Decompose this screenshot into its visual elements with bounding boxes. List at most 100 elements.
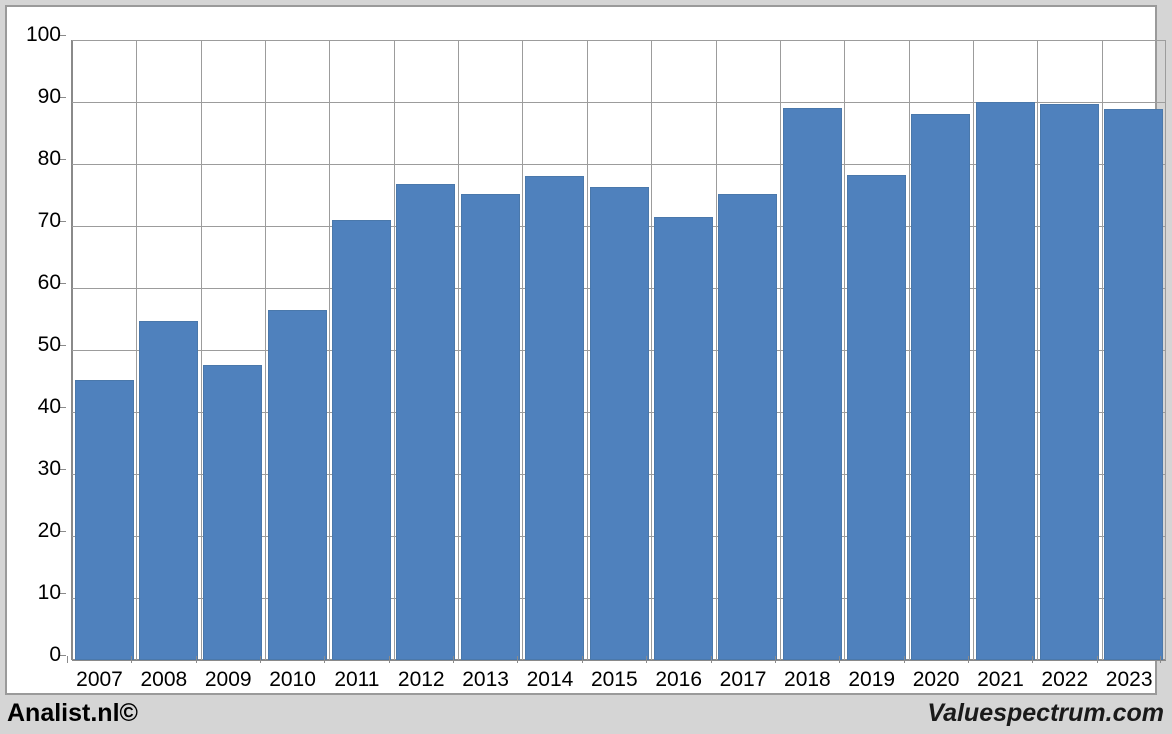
footer-bar: Analist.nl© Valuespectrum.com — [0, 697, 1172, 734]
x-tick-mark — [324, 656, 325, 663]
x-tick-mark — [389, 656, 390, 663]
bar-2018 — [783, 108, 842, 660]
bar-2023 — [1104, 109, 1163, 660]
x-tick-label: 2022 — [1041, 668, 1089, 691]
x-tick-label: 2016 — [655, 668, 703, 691]
bar-2015 — [590, 187, 649, 660]
y-tick-label: 20 — [37, 519, 61, 542]
y-tick-mark — [59, 345, 66, 346]
bar-2008 — [139, 321, 198, 660]
x-tick-mark — [1032, 656, 1033, 663]
v-gridline — [844, 40, 845, 660]
bar-2021 — [976, 102, 1035, 660]
y-tick-mark — [59, 593, 66, 594]
y-tick-mark — [59, 655, 66, 656]
x-tick-mark — [260, 656, 261, 663]
y-tick-mark — [59, 159, 66, 160]
x-tick-mark — [453, 656, 454, 663]
brand-analist-label: Analist.nl© — [7, 699, 138, 727]
y-tick-mark — [59, 531, 66, 532]
v-gridline — [394, 40, 395, 660]
x-tick-label: 2011 — [334, 668, 380, 691]
plot-area — [71, 40, 1166, 661]
y-tick-label: 40 — [37, 395, 61, 418]
brand-valuespectrum-label: Valuespectrum.com — [927, 699, 1164, 727]
bar-2014 — [525, 176, 584, 660]
x-tick-label: 2019 — [848, 668, 896, 691]
y-tick-mark — [59, 35, 66, 36]
y-tick-mark — [59, 469, 66, 470]
x-tick-mark — [1097, 656, 1098, 663]
v-gridline — [201, 40, 202, 660]
x-tick-label: 2009 — [204, 668, 252, 691]
x-tick-label: 2021 — [977, 668, 1024, 691]
bar-2020 — [911, 114, 970, 660]
bar-2009 — [203, 365, 262, 660]
v-gridline — [780, 40, 781, 660]
x-tick-label: 2007 — [76, 668, 123, 691]
x-tick-mark — [67, 656, 68, 663]
x-tick-mark — [711, 656, 712, 663]
y-tick-label: 100 — [25, 23, 61, 46]
x-tick-mark — [517, 656, 518, 663]
x-tick-mark — [968, 656, 969, 663]
x-tick-label: 2023 — [1105, 668, 1153, 691]
y-tick-mark — [59, 283, 66, 284]
y-tick-label: 30 — [37, 457, 61, 480]
x-tick-label: 2008 — [140, 668, 188, 691]
v-gridline — [973, 40, 974, 660]
v-gridline — [587, 40, 588, 660]
x-tick-label: 2014 — [526, 668, 574, 691]
x-tick-mark — [582, 656, 583, 663]
x-tick-label: 2017 — [719, 668, 767, 691]
y-tick-label: 60 — [37, 271, 61, 294]
v-gridline — [716, 40, 717, 660]
bar-2007 — [75, 380, 134, 660]
x-tick-label: 2018 — [784, 668, 831, 691]
y-tick-mark — [59, 97, 66, 98]
chart-frame: 100 90 80 70 60 50 40 30 20 10 0 2007 2008 2009 2010 2… — [5, 5, 1166, 695]
y-tick-label: 70 — [37, 209, 61, 232]
v-gridline — [458, 40, 459, 660]
x-tick-label: 2013 — [462, 668, 509, 691]
v-gridline — [136, 40, 137, 660]
y-tick-mark — [59, 407, 66, 408]
h-gridline — [72, 164, 1166, 165]
v-gridline — [1102, 40, 1103, 660]
x-tick-mark — [839, 656, 840, 663]
v-gridline — [522, 40, 523, 660]
v-gridline — [1037, 40, 1038, 660]
v-gridline — [909, 40, 910, 660]
x-tick-label: 2010 — [269, 668, 316, 691]
x-tick-mark — [1160, 656, 1161, 663]
x-tick-mark — [646, 656, 647, 663]
x-tick-mark — [196, 656, 197, 663]
x-tick-mark — [131, 656, 132, 663]
h-gridline — [72, 102, 1166, 103]
bar-2012 — [396, 184, 455, 660]
v-gridline — [329, 40, 330, 660]
bar-2013 — [461, 194, 520, 660]
y-tick-label: 90 — [37, 85, 61, 108]
h-gridline — [72, 40, 1166, 41]
bar-2016 — [654, 217, 713, 660]
y-tick-label: 80 — [37, 147, 61, 170]
y-tick-label: 0 — [49, 643, 61, 666]
x-tick-mark — [904, 656, 905, 663]
x-axis-line — [72, 659, 1166, 661]
x-tick-label: 2012 — [397, 668, 445, 691]
y-tick-mark — [59, 221, 66, 222]
x-tick-label: 2020 — [912, 668, 960, 691]
bar-2011 — [332, 220, 391, 660]
bar-2017 — [718, 194, 777, 660]
v-gridline — [1165, 40, 1166, 660]
v-gridline — [651, 40, 652, 660]
v-gridline — [265, 40, 266, 660]
x-tick-label: 2015 — [590, 668, 638, 691]
x-tick-mark — [775, 656, 776, 663]
bar-2019 — [847, 175, 906, 660]
y-tick-label: 50 — [37, 333, 61, 356]
y-tick-label: 10 — [37, 581, 61, 604]
bar-2022 — [1040, 104, 1099, 660]
